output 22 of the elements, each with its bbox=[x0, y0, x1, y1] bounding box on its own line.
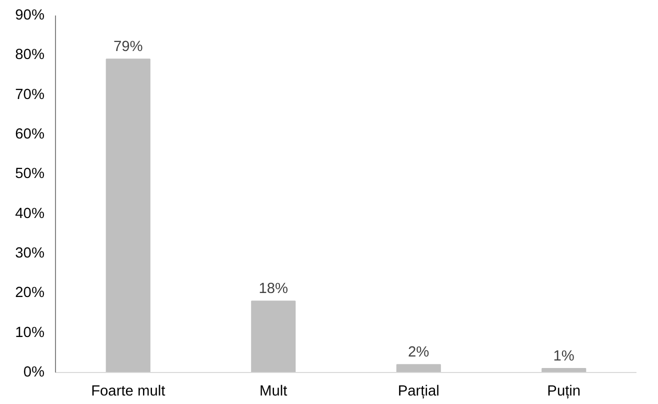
x-tick-label: Mult bbox=[260, 384, 288, 400]
data-label: 1% bbox=[553, 348, 574, 365]
x-tick-label: Puțin bbox=[547, 384, 581, 400]
y-tick-label: 70% bbox=[15, 86, 45, 103]
y-tick-label: 40% bbox=[15, 206, 45, 222]
bar bbox=[251, 300, 296, 372]
bar bbox=[396, 364, 441, 372]
x-tick-label: Foarte mult bbox=[91, 384, 166, 400]
y-tick-label: 50% bbox=[15, 166, 45, 182]
y-tick-label: 30% bbox=[15, 246, 45, 262]
y-tick-label: 90% bbox=[15, 8, 45, 24]
y-tick-label: 80% bbox=[15, 47, 45, 64]
data-label: 2% bbox=[408, 344, 430, 361]
bar bbox=[542, 368, 586, 372]
data-label: 18% bbox=[258, 281, 288, 298]
bar bbox=[106, 58, 150, 372]
x-tick-label: Parțial bbox=[398, 384, 440, 400]
y-tick-label: 10% bbox=[15, 324, 45, 341]
y-tick-label: 60% bbox=[15, 126, 45, 142]
y-tick-label: 20% bbox=[15, 285, 45, 302]
y-tick-label: 0% bbox=[23, 364, 45, 380]
data-label: 79% bbox=[113, 39, 143, 56]
